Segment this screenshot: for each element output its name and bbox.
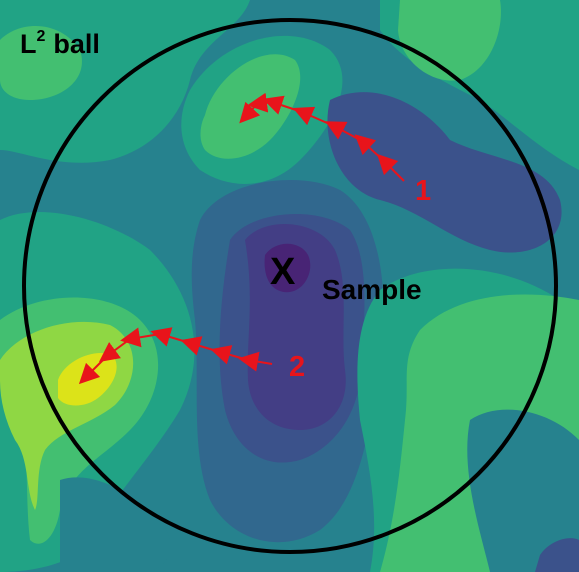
path1-step [262, 95, 303, 115]
sample-label: Sample [322, 274, 422, 305]
ball-title-letter: L [20, 29, 37, 59]
path2-step [238, 351, 273, 372]
ball-title-exponent: 2 [37, 28, 46, 45]
path2-step [120, 327, 161, 348]
path1-step [354, 134, 385, 162]
path2-label: 2 [289, 351, 305, 383]
path2-step [78, 355, 108, 385]
path2-step [180, 336, 221, 356]
contour-region-right-dark [327, 92, 562, 253]
path1-step [325, 121, 363, 142]
contour-region-topright-inner [398, 0, 501, 81]
attack-path-2 [78, 327, 273, 385]
contour-region-topleft-inner [0, 26, 82, 100]
contour-region-bottomleft [60, 477, 171, 572]
path1-label: 1 [415, 175, 431, 207]
contour-region-bottomright-dark [535, 538, 579, 572]
path2-step [150, 327, 191, 347]
l2-ball-circle [22, 18, 558, 554]
attack-path-1 [239, 92, 405, 182]
ball-title-word: ball [53, 29, 100, 59]
path1-step [292, 106, 335, 127]
sample-marker: X [270, 251, 296, 293]
path2-step [98, 338, 131, 362]
contour-region-valley-core [264, 243, 311, 293]
path1-step [239, 101, 261, 124]
path2-step [210, 345, 249, 365]
contour-region-right-teal-lobe [467, 409, 579, 572]
ball-title: L2 ball [20, 28, 100, 59]
path1-step [376, 153, 405, 182]
